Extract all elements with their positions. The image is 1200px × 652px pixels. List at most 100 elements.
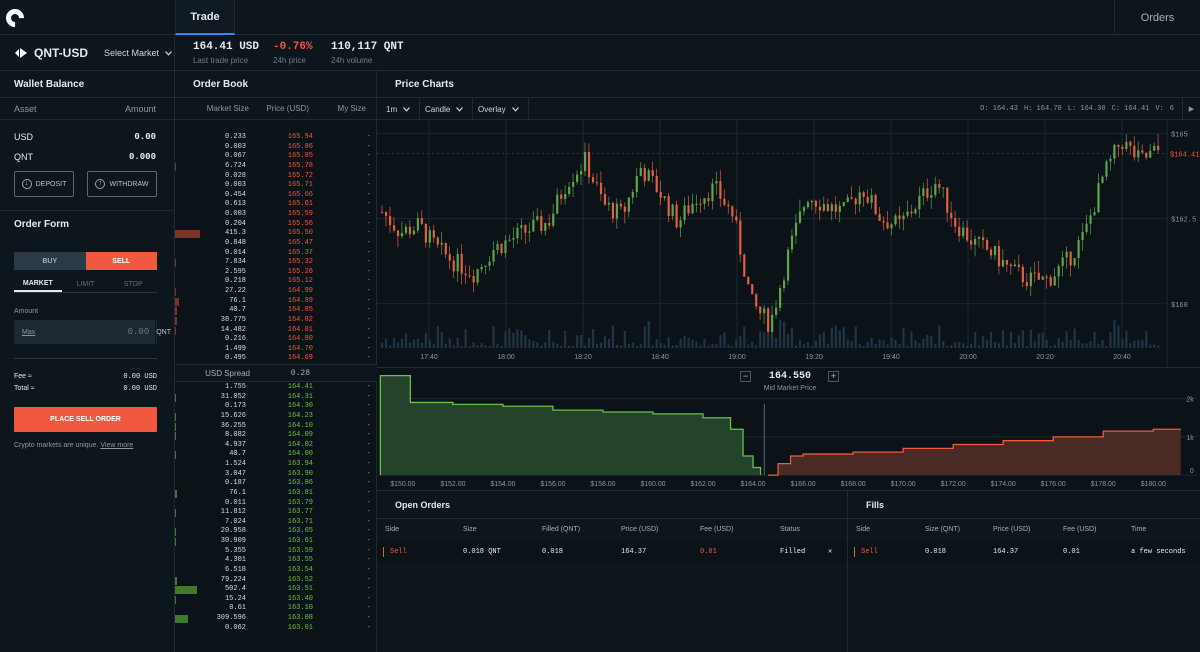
- price: 164.81: [287, 325, 313, 334]
- ask-row[interactable]: 0.067 165.85 -: [175, 152, 377, 162]
- view-more-link[interactable]: View more: [100, 442, 134, 449]
- volume-bar: [667, 337, 670, 348]
- ask-row[interactable]: 40.7 164.85 -: [175, 306, 377, 316]
- asks-depth-line: [768, 428, 1181, 476]
- ask-row[interactable]: 1.499 164.70 -: [175, 345, 377, 355]
- bid-row[interactable]: 1.524 163.94 -: [175, 460, 377, 470]
- volume-bar: [468, 345, 471, 348]
- fill-row[interactable]: Sell 0.018 164.37 0.01 a few seconds: [848, 541, 1200, 563]
- sell-button[interactable]: SELL: [85, 252, 157, 270]
- volume-bar: [1057, 338, 1060, 348]
- bid-row[interactable]: 40.7 164.00 -: [175, 450, 377, 460]
- bid-row[interactable]: 11.812 163.77 -: [175, 508, 377, 518]
- ask-row[interactable]: 0.003 165.71 -: [175, 181, 377, 191]
- bid-row[interactable]: 6.518 163.54 -: [175, 566, 377, 576]
- candle-body: [500, 243, 503, 254]
- bid-row[interactable]: 0.187 163.86 -: [175, 479, 377, 489]
- bid-row[interactable]: 3.047 163.90 -: [175, 470, 377, 480]
- volume-bar: [436, 326, 439, 348]
- ask-row[interactable]: 0.495 164.69 -: [175, 354, 377, 364]
- zoom-out-button[interactable]: −: [740, 371, 751, 382]
- volume-bar: [1117, 325, 1120, 348]
- price: 165.12: [287, 277, 313, 286]
- my-size: -: [366, 229, 371, 238]
- bid-row[interactable]: 76.1 163.81 -: [175, 489, 377, 499]
- bid-row[interactable]: 1.755 164.41 -: [175, 383, 377, 393]
- bid-row[interactable]: 36.255 164.10 -: [175, 422, 377, 432]
- bid-row[interactable]: 20.958 163.65 -: [175, 527, 377, 537]
- ask-row[interactable]: 0.218 165.12 -: [175, 277, 377, 287]
- my-size: -: [366, 335, 371, 344]
- volume-bar: [934, 343, 937, 348]
- ask-row[interactable]: 76.1 164.89 -: [175, 297, 377, 307]
- tab-trade[interactable]: Trade: [175, 0, 235, 35]
- bid-row[interactable]: 4.301 163.55 -: [175, 556, 377, 566]
- bid-row[interactable]: 0.61 163.10 -: [175, 604, 377, 614]
- bid-row[interactable]: 31.052 164.31 -: [175, 393, 377, 403]
- play-icon[interactable]: ▶: [1182, 98, 1200, 120]
- volume-bar: [432, 344, 435, 348]
- ask-row[interactable]: 0.028 165.72 -: [175, 172, 377, 182]
- bid-row[interactable]: 5.355 163.59 -: [175, 547, 377, 557]
- ask-row[interactable]: 0.216 164.80 -: [175, 335, 377, 345]
- coinbase-logo-icon[interactable]: [0, 0, 30, 35]
- amount-input[interactable]: [35, 327, 156, 337]
- volume-bar: [635, 345, 638, 348]
- ask-row[interactable]: 27.22 164.99 -: [175, 287, 377, 297]
- candle-body: [958, 226, 961, 237]
- ask-row[interactable]: 6.724 165.78 -: [175, 162, 377, 172]
- ask-row[interactable]: 0.003 165.59 -: [175, 210, 377, 220]
- close-icon[interactable]: ✕: [828, 548, 833, 556]
- zoom-in-button[interactable]: +: [828, 371, 839, 382]
- price-chart[interactable]: $165 $162.5 $160 17:40 18:00 18:20 18:40 19:00 1…: [377, 120, 1200, 367]
- bid-row[interactable]: 309.596 163.08 -: [175, 614, 377, 624]
- bid-row[interactable]: 0.011 163.79 -: [175, 499, 377, 509]
- chevron-down-icon: [403, 106, 411, 112]
- bid-row[interactable]: 15.24 163.40 -: [175, 595, 377, 605]
- bid-row[interactable]: 0.173 164.30 -: [175, 402, 377, 412]
- ask-row[interactable]: 0.003 165.86 -: [175, 143, 377, 153]
- buy-button[interactable]: BUY: [14, 252, 86, 270]
- bid-row[interactable]: 30.909 163.61 -: [175, 537, 377, 547]
- bid-row[interactable]: 4.937 164.02 -: [175, 441, 377, 451]
- candle-body: [981, 237, 985, 241]
- tab-limit[interactable]: LIMIT: [76, 281, 95, 288]
- select-market-dropdown[interactable]: Select Market: [104, 35, 172, 71]
- ask-row[interactable]: 38.775 164.82 -: [175, 316, 377, 326]
- chart-style-dropdown[interactable]: Candle: [416, 98, 474, 120]
- market-size: 30.909: [220, 537, 246, 545]
- tab-stop[interactable]: STOP: [123, 281, 143, 288]
- ask-row[interactable]: 0.204 165.56 -: [175, 220, 377, 230]
- max-link[interactable]: Max: [22, 328, 36, 336]
- candle-body: [1109, 158, 1112, 162]
- ask-row[interactable]: 415.3 165.50 -: [175, 229, 377, 239]
- ask-row[interactable]: 0.233 165.94 -: [175, 133, 377, 143]
- ask-row[interactable]: 2.595 165.26 -: [175, 268, 377, 278]
- ask-row[interactable]: 0.613 165.61 -: [175, 200, 377, 210]
- bid-row[interactable]: 8.082 164.09 -: [175, 431, 377, 441]
- volume-bar: [408, 342, 412, 348]
- withdraw-button[interactable]: ↑ WITHDRAW: [87, 171, 157, 197]
- ask-row[interactable]: 0.014 165.37 -: [175, 249, 377, 259]
- bid-row[interactable]: 7.024 163.71 -: [175, 518, 377, 528]
- open-order-row[interactable]: Sell 0.018 QNT 0.018 164.37 0.01 Filled …: [377, 541, 847, 563]
- ask-row[interactable]: 7.834 165.32 -: [175, 258, 377, 268]
- ask-row[interactable]: 0.454 165.66 -: [175, 191, 377, 201]
- ask-row[interactable]: 0.848 165.47 -: [175, 239, 377, 249]
- candle-body: [1157, 145, 1160, 151]
- bid-row[interactable]: 502.4 163.51 -: [175, 585, 377, 595]
- tab-orders[interactable]: Orders: [1114, 0, 1200, 35]
- bid-row[interactable]: 0.062 163.01 -: [175, 624, 377, 634]
- bid-row[interactable]: 79.224 163.52 -: [175, 576, 377, 586]
- pair-selector[interactable]: QNT-USD: [14, 35, 88, 71]
- overlay-dropdown[interactable]: Overlay: [469, 98, 529, 120]
- bid-row[interactable]: 15.626 164.23 -: [175, 412, 377, 422]
- interval-dropdown[interactable]: 1m: [377, 98, 421, 120]
- ask-row[interactable]: 14.482 164.81 -: [175, 326, 377, 336]
- volume-bar: [496, 343, 499, 348]
- deposit-button[interactable]: ↓ DEPOSIT: [14, 171, 74, 197]
- tab-market[interactable]: MARKET: [14, 277, 62, 292]
- place-sell-order-button[interactable]: PLACE SELL ORDER: [14, 407, 157, 432]
- depth-chart[interactable]: 2k2k1k1k00$150.00$152.00$154.00$156.00$1…: [377, 367, 1200, 490]
- volume-bar: [906, 345, 909, 348]
